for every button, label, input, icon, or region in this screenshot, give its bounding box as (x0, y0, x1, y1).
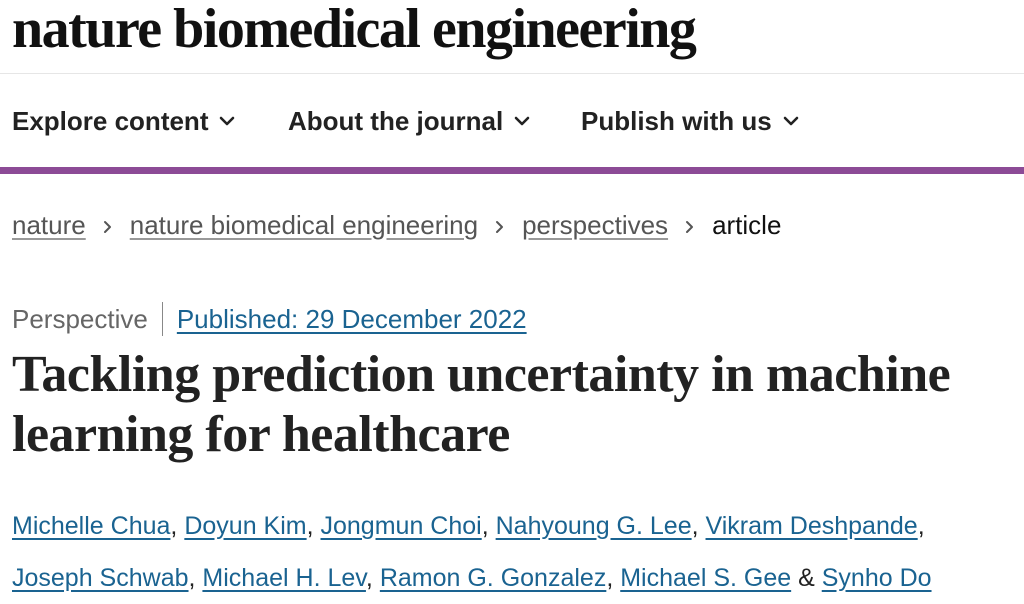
nav-item-label: Publish with us (581, 105, 772, 136)
nav-publish-with-us[interactable]: Publish with us (581, 75, 800, 167)
main-nav: Explore content About the journal Publis… (0, 75, 1024, 174)
nav-item-label: Explore content (12, 105, 209, 136)
chevron-right-icon (668, 210, 712, 241)
published-date-link[interactable]: Published: 29 December 2022 (176, 303, 527, 334)
author-link[interactable]: Joseph Schwab (12, 564, 189, 592)
chevron-right-icon (86, 210, 130, 241)
author-link[interactable]: Ramon G. Gonzalez (379, 564, 607, 592)
author-link[interactable]: Doyun Kim (184, 512, 307, 540)
site-header: nature biomedical engineering (0, 0, 1024, 74)
nav-about-journal[interactable]: About the journal (288, 75, 531, 167)
author-link[interactable]: Michelle Chua (12, 512, 171, 540)
meta-divider (161, 302, 163, 336)
article-meta: Perspective Published: 29 December 2022 (12, 300, 527, 338)
author-link[interactable]: Jongmun Choi (320, 512, 482, 540)
chevron-down-icon (513, 112, 531, 130)
article-title: Tackling prediction uncertainty in machi… (12, 346, 951, 463)
journal-logo[interactable]: nature biomedical engineering (12, 0, 697, 60)
breadcrumb-current: article (712, 209, 782, 240)
chevron-down-icon (218, 112, 236, 130)
author-link[interactable]: Vikram Deshpande (705, 512, 918, 540)
breadcrumb: nature nature biomedical engineering per… (12, 205, 781, 245)
chevron-down-icon (782, 112, 800, 130)
breadcrumb-nature[interactable]: nature (12, 209, 86, 240)
article-type: Perspective (12, 303, 148, 334)
author-link[interactable]: Synho Do (821, 564, 932, 592)
breadcrumb-journal[interactable]: nature biomedical engineering (129, 209, 479, 240)
author-link[interactable]: Michael S. Gee (620, 564, 792, 592)
author-link[interactable]: Michael H. Lev (202, 564, 366, 592)
chevron-right-icon (478, 210, 522, 241)
breadcrumb-perspectives[interactable]: perspectives (522, 209, 669, 240)
author-list: Michelle Chua, Doyun Kim, Jongmun Choi, … (12, 512, 932, 592)
nav-item-label: About the journal (288, 105, 504, 136)
nav-explore-content[interactable]: Explore content (12, 75, 236, 167)
author-separator-ampersand: & (791, 564, 822, 592)
author-link[interactable]: Nahyoung G. Lee (495, 512, 692, 540)
